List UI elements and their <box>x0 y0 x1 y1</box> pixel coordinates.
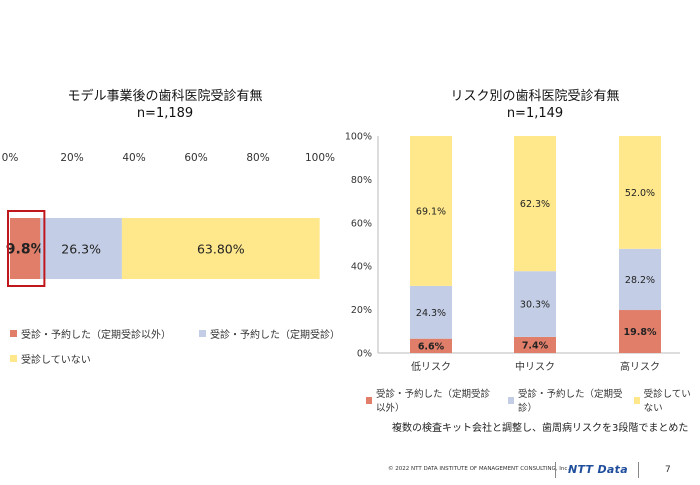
left-x-tick-label: 100% <box>305 152 335 164</box>
right-bar-segment-none <box>410 136 452 286</box>
right-bar-label-non-regular: 6.6% <box>418 341 445 352</box>
left-legend-item-regular: 受診・予約した（定期受診） <box>199 326 340 341</box>
left-chart-title-text: モデル事業後の歯科医院受診有無 <box>67 89 263 104</box>
right-bar-segment-non-regular <box>410 338 452 353</box>
left-legend-label-regular: 受診・予約した（定期受診） <box>210 330 340 341</box>
right-bar-label-none: 69.1% <box>416 206 446 217</box>
left-bar-segment-non-regular <box>10 218 41 279</box>
right-bar-label-non-regular: 7.4% <box>522 340 549 351</box>
footer-divider-right <box>638 462 639 478</box>
left-x-tick-label: 40% <box>122 152 145 164</box>
right-chart-title-text: リスク別の歯科医院受診有無 <box>450 89 620 104</box>
right-legend-swatch-non-regular <box>366 396 372 404</box>
left-chart-legend: 受診・予約した（定期受診以外） 受診・予約した（定期受診） 受診していない <box>10 326 340 366</box>
right-y-tick-label: 20% <box>351 305 372 316</box>
right-legend-item-none: 受診していない <box>633 386 700 414</box>
right-y-tick-label: 100% <box>345 132 372 143</box>
right-bar-segment-non-regular <box>514 336 556 353</box>
right-bar-segment-regular <box>514 271 556 337</box>
left-legend-label-none: 受診していない <box>21 355 91 366</box>
left-highlight-box <box>7 210 46 287</box>
left-legend-swatch-non-regular <box>10 330 17 337</box>
right-chart-title: リスク別の歯科医院受診有無 n=1,149 <box>400 88 670 122</box>
right-bar-segment-non-regular <box>619 310 661 353</box>
right-bar-label-regular: 28.2% <box>625 275 655 286</box>
right-bar-segment-regular <box>410 285 452 339</box>
right-y-tick-label: 40% <box>351 262 372 273</box>
right-y-tick-label: 80% <box>351 175 372 186</box>
right-legend-swatch-none <box>633 396 640 404</box>
right-legend-label-non-regular: 受診・予約した（定期受診以外） <box>375 389 490 414</box>
right-bar-segment-none <box>514 136 556 272</box>
left-bar-label-none: 63.80% <box>197 242 245 257</box>
right-legend-label-none: 受診していない <box>643 389 691 414</box>
right-y-tick-label: 60% <box>351 218 372 229</box>
left-chart-subtitle: n=1,189 <box>136 106 194 121</box>
left-legend-label-non-regular: 受診・予約した（定期受診以外） <box>21 330 171 341</box>
right-bar-label-non-regular: 19.8% <box>624 327 657 338</box>
left-bar-label-non-regular: 9.8% <box>6 242 45 258</box>
left-legend-swatch-none <box>10 355 17 362</box>
footer-divider-left <box>555 462 556 478</box>
right-chart-subtitle: n=1,149 <box>506 106 564 121</box>
right-bar-label-none: 62.3% <box>520 199 550 210</box>
left-legend-item-none: 受診していない <box>10 351 340 366</box>
right-chart-plot: 0% 20% 40% 60% 80% 100% 6.6% 24.3% 69.1% 低リスク 7.4%… <box>345 132 680 373</box>
right-legend-item-regular: 受診・予約した（定期受診） <box>507 386 624 414</box>
right-bar-label-regular: 30.3% <box>520 300 550 311</box>
left-x-tick-label: 60% <box>184 152 207 164</box>
footer-copyright: © 2022 NTT DATA INSTITUTE OF MANAGEMENT … <box>388 466 570 472</box>
left-bar-segment-none <box>121 218 320 279</box>
right-bar-label-none: 52.0% <box>625 188 655 199</box>
left-x-tick-label: 20% <box>60 152 83 164</box>
right-legend-swatch-regular <box>507 396 514 404</box>
right-chart-legend: 受診・予約した（定期受診以外） 受診・予約した（定期受診） 受診していない <box>366 386 700 414</box>
left-chart-title: モデル事業後の歯科医院受診有無 n=1,189 <box>30 88 300 122</box>
right-bar-label-regular: 24.3% <box>416 308 446 319</box>
right-category-label: 高リスク <box>620 360 660 373</box>
right-bar-segment-regular <box>619 248 661 311</box>
left-chart-plot: 0% 20% 40% 60% 80% 100% 9.8% 26.3% 63.80% <box>2 152 335 287</box>
note-text: 複数の検査キット会社と調整し、歯周病リスクを3段階でまとめた <box>392 423 689 434</box>
right-y-tick-label: 0% <box>357 349 372 360</box>
left-bar-segment-regular <box>40 218 122 279</box>
left-x-tick-label: 80% <box>246 152 269 164</box>
ntt-data-logo: NTT Data <box>568 463 628 476</box>
left-x-tick-label: 0% <box>2 152 19 164</box>
left-bar-label-regular: 26.3% <box>61 242 101 257</box>
page-number: 7 <box>665 465 671 475</box>
right-legend-item-non-regular: 受診・予約した（定期受診以外） <box>366 386 498 414</box>
right-category-label: 中リスク <box>515 360 555 373</box>
right-bar-segment-none <box>619 136 661 249</box>
right-legend-label-regular: 受診・予約した（定期受診） <box>517 389 623 414</box>
left-legend-swatch-regular <box>199 330 206 337</box>
left-legend-item-non-regular: 受診・予約した（定期受診以外） <box>10 326 171 341</box>
right-category-label: 低リスク <box>411 360 451 373</box>
